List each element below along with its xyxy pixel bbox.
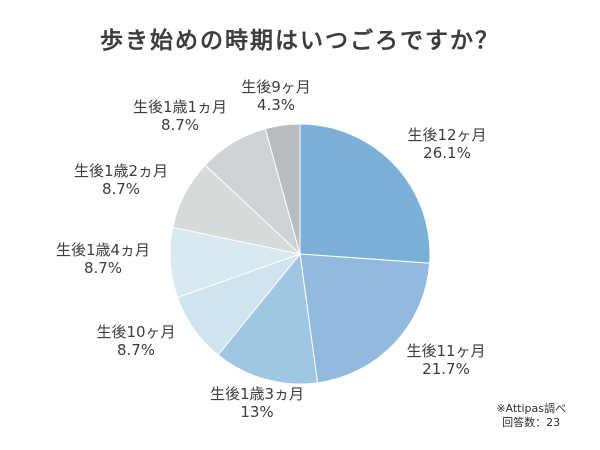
pie-label-value: 13% — [240, 403, 274, 421]
pie-label-1y2m: 生後1歳2ヵ月 8.7% — [46, 162, 196, 198]
chart-title: 歩き始めの時期はいつごろですか？ — [100, 28, 500, 54]
pie-slice-7 — [264, 123, 301, 255]
pie-label-name: 生後11ヶ月 — [406, 342, 486, 360]
pie-label-11months: 生後11ヶ月 21.7% — [371, 342, 521, 378]
pie-slice-1 — [299, 253, 431, 384]
pie-label-value: 4.3% — [256, 96, 296, 114]
pie-label-name: 生後1歳4ヵ月 — [55, 241, 151, 259]
pie-label-1y1m: 生後1歳1ヵ月 8.7% — [105, 98, 255, 134]
pie-label-value: 26.1% — [423, 144, 471, 162]
pie-label-name: 生後1歳2ヵ月 — [73, 162, 169, 180]
pie-label-name: 生後10ヶ月 — [96, 323, 176, 341]
pie-label-name: 生後12ヶ月 — [407, 126, 487, 144]
pie-label-name: 生後9ヶ月 — [241, 78, 311, 96]
pie-label-1y4m: 生後1歳4ヵ月 8.7% — [28, 241, 178, 277]
pie-slice-2 — [217, 253, 319, 385]
pie-label-value: 8.7% — [83, 259, 123, 277]
pie-label-value: 8.7% — [101, 180, 141, 198]
pie-label-10months: 生後10ヶ月 8.7% — [61, 323, 211, 359]
pie-label-9months: 生後9ヶ月 4.3% — [201, 78, 351, 114]
pie-label-name: 生後1歳1ヵ月 — [132, 98, 228, 116]
footnote: ※Attipas調べ 回答数：23 — [496, 402, 566, 430]
pie-label-12months: 生後12ヶ月 26.1% — [372, 126, 522, 162]
pie-label-1y3m: 生後1歳3ヵ月 13% — [182, 385, 332, 421]
pie-slice-0 — [299, 123, 431, 264]
pie-chart — [169, 123, 431, 385]
footnote-responses: 回答数：23 — [502, 416, 561, 429]
pie-label-value: 8.7% — [116, 341, 156, 359]
pie-label-name: 生後1歳3ヵ月 — [209, 385, 305, 403]
footnote-source: ※Attipas調べ — [496, 402, 566, 415]
pie-label-value: 8.7% — [160, 116, 200, 134]
pie-label-value: 21.7% — [422, 360, 470, 378]
